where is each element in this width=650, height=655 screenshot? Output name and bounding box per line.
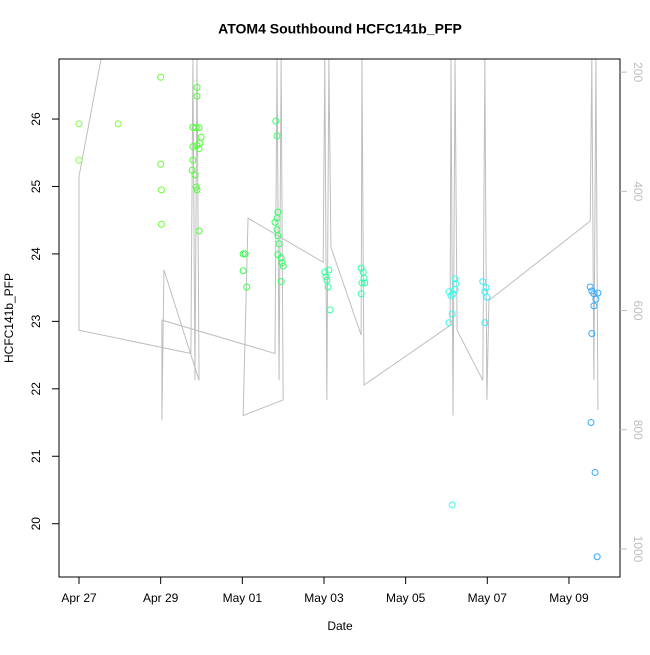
data-point bbox=[358, 279, 366, 287]
data-point bbox=[189, 156, 197, 164]
data-point bbox=[594, 289, 602, 297]
y2-tick-label: 600 bbox=[631, 301, 645, 321]
data-point bbox=[587, 419, 595, 427]
data-point bbox=[479, 278, 487, 286]
y-tick-label: 20 bbox=[29, 517, 43, 531]
data-point bbox=[75, 120, 83, 128]
data-point bbox=[157, 73, 165, 81]
data-point bbox=[449, 290, 457, 298]
data-point bbox=[197, 133, 205, 141]
x-tick-label: Apr 27 bbox=[61, 591, 97, 605]
data-point bbox=[482, 284, 490, 292]
data-point bbox=[241, 250, 249, 258]
data-point bbox=[278, 259, 286, 267]
plot-frame bbox=[58, 58, 621, 578]
data-point bbox=[592, 295, 600, 303]
data-point bbox=[590, 302, 598, 310]
y-tick-label: 23 bbox=[29, 314, 43, 328]
line-layer bbox=[78, 59, 599, 421]
data-point bbox=[273, 226, 281, 234]
data-point bbox=[275, 240, 283, 248]
data-point bbox=[277, 278, 285, 286]
data-point bbox=[357, 290, 365, 298]
data-point bbox=[323, 276, 331, 284]
data-point bbox=[445, 319, 453, 327]
data-point bbox=[239, 250, 247, 258]
data-point bbox=[157, 220, 165, 228]
y2-tick-label: 200 bbox=[631, 62, 645, 82]
y-tick-label: 22 bbox=[29, 382, 43, 396]
x-tick-label: May 07 bbox=[468, 591, 508, 605]
x-tick-label: Apr 29 bbox=[143, 591, 179, 605]
x-tick-label: May 05 bbox=[386, 591, 426, 605]
data-point bbox=[591, 468, 599, 476]
data-point bbox=[325, 266, 333, 274]
x-tick-label: May 09 bbox=[549, 591, 589, 605]
data-point bbox=[445, 288, 453, 296]
y-tick-label: 21 bbox=[29, 449, 43, 463]
data-point bbox=[239, 267, 247, 275]
y-tick-label: 25 bbox=[29, 179, 43, 193]
data-point bbox=[447, 292, 455, 300]
data-point bbox=[273, 132, 281, 140]
data-point bbox=[279, 262, 287, 270]
data-point bbox=[481, 319, 489, 327]
data-point bbox=[586, 283, 594, 291]
data-point bbox=[192, 124, 200, 132]
data-point bbox=[195, 145, 203, 153]
chart-title: ATOM4 Southbound HCFC141b_PFP bbox=[218, 21, 462, 37]
data-point bbox=[448, 501, 456, 509]
pressure-line bbox=[78, 59, 599, 421]
data-point bbox=[273, 214, 281, 222]
data-point bbox=[193, 186, 201, 194]
data-point bbox=[588, 330, 596, 338]
data-point bbox=[324, 283, 332, 291]
y2-tick-label: 400 bbox=[631, 181, 645, 201]
data-point bbox=[483, 293, 491, 301]
y2-tick-label: 800 bbox=[631, 420, 645, 440]
data-point bbox=[243, 283, 251, 291]
data-point bbox=[191, 171, 199, 179]
data-point bbox=[271, 218, 279, 226]
data-point bbox=[193, 83, 201, 91]
data-point bbox=[277, 254, 285, 262]
data-point bbox=[195, 124, 203, 132]
data-point bbox=[189, 143, 197, 151]
data-point bbox=[361, 279, 369, 287]
x-axis-label: Date bbox=[327, 619, 353, 633]
x-tick-label: May 03 bbox=[304, 591, 344, 605]
data-point bbox=[593, 553, 601, 561]
y-tick-label: 26 bbox=[29, 112, 43, 126]
x-tick-label: May 01 bbox=[223, 591, 263, 605]
data-point bbox=[452, 280, 460, 288]
y-axis-label: HCFC141b_PFP bbox=[2, 273, 16, 363]
data-point bbox=[114, 120, 122, 128]
data-point bbox=[357, 264, 365, 272]
data-point bbox=[157, 186, 165, 194]
data-point bbox=[75, 156, 83, 164]
data-point bbox=[193, 92, 201, 100]
data-point bbox=[451, 275, 459, 283]
data-point bbox=[274, 232, 282, 240]
data-point bbox=[322, 273, 330, 281]
data-point bbox=[195, 227, 203, 235]
data-point bbox=[272, 117, 280, 125]
data-point bbox=[321, 268, 329, 276]
y2-tick-label: 1000 bbox=[631, 536, 645, 563]
data-point bbox=[448, 310, 456, 318]
data-point bbox=[157, 160, 165, 168]
y-tick-label: 24 bbox=[29, 247, 43, 261]
data-point bbox=[326, 306, 334, 314]
